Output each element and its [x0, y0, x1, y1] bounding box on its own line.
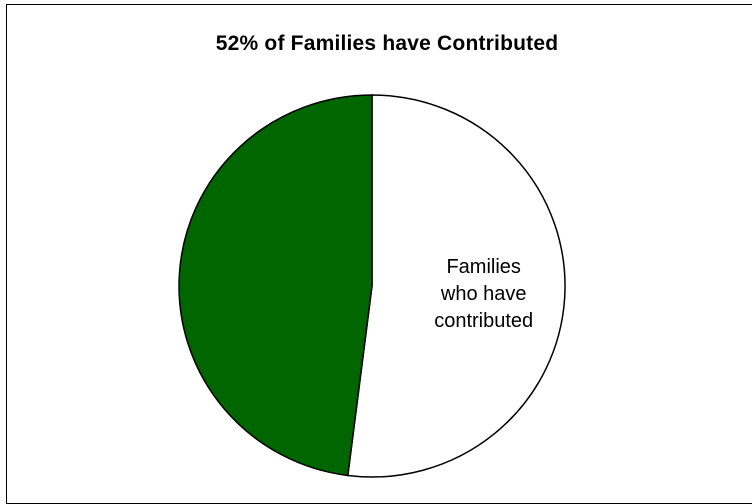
chart-title: 52% of Families have Contributed — [215, 32, 559, 55]
pie-slice-0 — [346, 94, 566, 478]
pie-slice-label-0: Families who have contributed — [434, 256, 533, 332]
pie-slice-1 — [178, 94, 373, 477]
pie-labels: Families who have contributed — [434, 256, 533, 332]
pie-slices — [178, 94, 566, 478]
